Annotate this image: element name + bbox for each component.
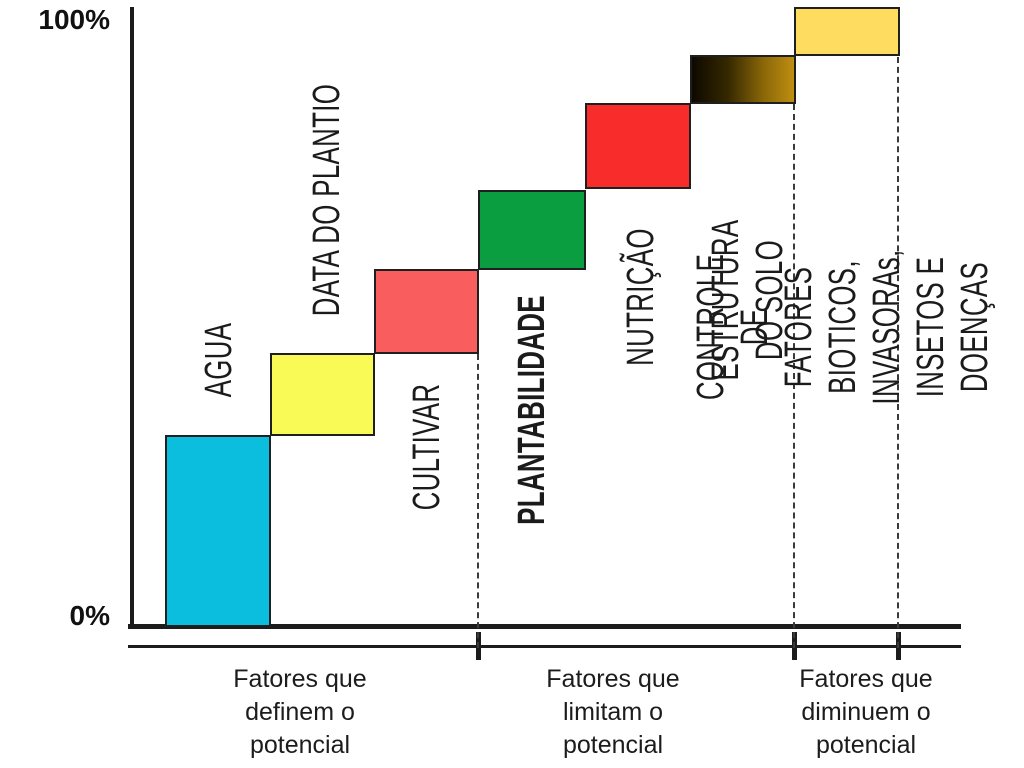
y-axis-label-0: 0% — [69, 600, 110, 631]
x-axis-line — [128, 624, 961, 629]
block-cultivar — [374, 269, 479, 354]
block-controle-fatores-bioticos — [794, 7, 900, 56]
y-axis-label-100: 100% — [38, 4, 110, 35]
label-data-do-plantio: DATA DO PLANTIO — [306, 83, 348, 317]
group-label-fatores-definem: Fatores que definem o potencial — [233, 665, 367, 759]
y-axis-line — [130, 7, 134, 628]
label-agua: AGUA — [198, 322, 240, 398]
block-data-do-plantio — [270, 353, 375, 436]
group-separator-dashed-line — [477, 354, 479, 648]
block-nutricao — [585, 103, 691, 189]
label-controle-fatores-bioticos: CONTROLE DE FATORES BIOTICOS, INVASORAs,… — [690, 249, 996, 405]
block-agua — [165, 435, 271, 627]
group-separator-dashed-line — [897, 57, 899, 648]
group-label-fatores-diminuem: Fatores que diminuem o potencial — [799, 665, 933, 759]
category-axis-line — [128, 645, 961, 648]
label-cultivar: CULTIVAR — [406, 383, 448, 511]
label-nutricao: NUTRIÇÃO — [620, 228, 662, 366]
label-plantabilidade: PLANTABILIDADE — [511, 295, 553, 525]
block-plantabilidade — [478, 190, 586, 270]
group-separator-dashed-line — [793, 104, 795, 648]
block-estrutura-do-solo — [690, 55, 796, 104]
group-label-fatores-limitam: Fatores que limitam o potencial — [546, 665, 680, 759]
